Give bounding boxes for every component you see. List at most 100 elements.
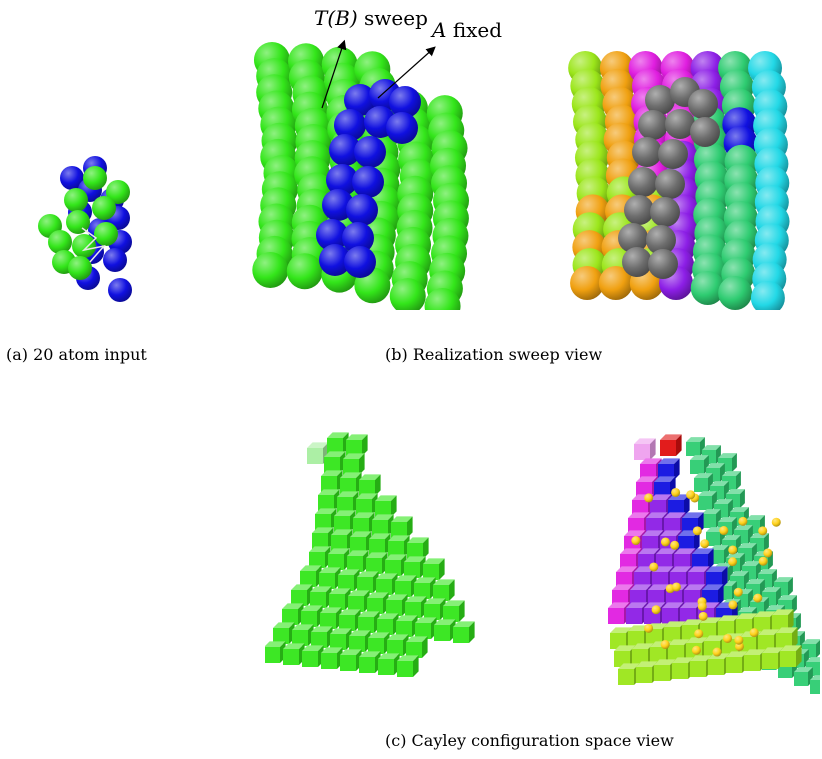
gold-marker [738,516,748,526]
blue-fixed-atom [346,194,378,226]
green-cube [321,647,343,669]
sweep-figure-green [240,40,500,310]
colored-sweep-atom [690,271,725,305]
green-atom [106,180,130,204]
gold-marker [733,587,743,597]
teal-cube [810,675,820,694]
cayley-figure-colored [590,428,820,698]
blue-fixed-atom [354,136,386,168]
floor-cube [772,609,794,631]
gold-marker [697,601,707,611]
green-cube [357,571,379,593]
green-cube [347,550,369,572]
green-cube [407,537,429,559]
gray-fixed-atom [645,85,675,115]
teal-cube [742,561,761,580]
blue-fixed-atom [344,246,376,278]
gold-marker [734,635,744,645]
green-cube [330,628,352,650]
gray-fixed-atom [632,137,662,167]
blue-fixed-atom [389,86,421,118]
gold-marker [763,548,773,558]
green-cube [324,451,346,473]
colored-cube [692,548,714,570]
green-cube [291,584,313,606]
green-cube [369,533,391,555]
green-cube [397,655,419,677]
green-cube [433,579,455,601]
green-cube [423,558,445,580]
colored-sweep-atom [718,276,753,310]
blue-fixed-atom [342,222,374,254]
green-atom [64,188,88,212]
green-cube [350,531,372,553]
cayley-figure-green [265,428,515,698]
green-cube [346,434,368,456]
green-cube [319,567,341,589]
green-cube [349,630,371,652]
green-cube [376,573,398,595]
colored-cube [658,458,680,480]
gray-fixed-atom [658,139,688,169]
gray-fixed-atom [638,110,668,140]
green-cube [396,615,418,637]
teal-cube [694,473,713,492]
green-cube [311,626,333,648]
green-cube [415,617,437,639]
bond-lines [81,227,107,263]
caption-b: (b) Realization sweep view [385,345,603,364]
caption-a: (a) 20 atom input [6,345,147,364]
green-cube [338,569,360,591]
green-sweep-atom [389,278,426,310]
green-cube [405,596,427,618]
sweep-word-label: sweep [364,6,428,30]
blue-fixed-atom [344,84,376,116]
gold-marker [631,536,641,546]
blue-fixed-atom [334,109,366,141]
blue-fixed-atom [352,166,384,198]
green-cube [372,514,394,536]
gold-marker [651,605,661,615]
green-cube [292,624,314,646]
green-cube [385,554,407,576]
green-cube [315,508,337,530]
blue-fixed-atom [386,112,418,144]
gold-marker [700,539,710,549]
green-cube [368,632,390,654]
gold-marker [728,557,738,567]
green-cube [343,453,365,475]
fixed-arrow [377,46,436,99]
gold-marker [758,526,768,536]
gold-marker [698,611,708,621]
green-cube [366,552,388,574]
gold-marker [660,640,670,650]
colored-sweep-atom [750,281,785,310]
floor-cube [780,645,802,667]
green-cube [353,512,375,534]
gray-fixed-atom [690,117,720,147]
gold-marker [670,540,680,550]
green-cube [320,607,342,629]
gray-fixed-atom [655,169,685,199]
green-atom [94,222,118,246]
green-cube [340,472,362,494]
green-cube [367,592,389,614]
gold-marker [758,556,768,566]
blue-atom [60,166,84,190]
green-cube [337,491,359,513]
green-cube [358,611,380,633]
sweep-annotation: T(B) sweep [314,6,428,30]
green-sweep-atom [286,253,323,290]
green-cube [388,535,410,557]
gold-marker [749,628,759,638]
gold-marker [660,537,670,547]
annotation-arrows [321,39,436,109]
teal-cube [714,499,733,518]
green-cube [424,598,446,620]
green-cube [375,495,397,517]
colored-cube [634,566,656,588]
gold-marker [694,629,704,639]
green-cube [312,527,334,549]
green-cube [356,493,378,515]
green-cube [395,575,417,597]
